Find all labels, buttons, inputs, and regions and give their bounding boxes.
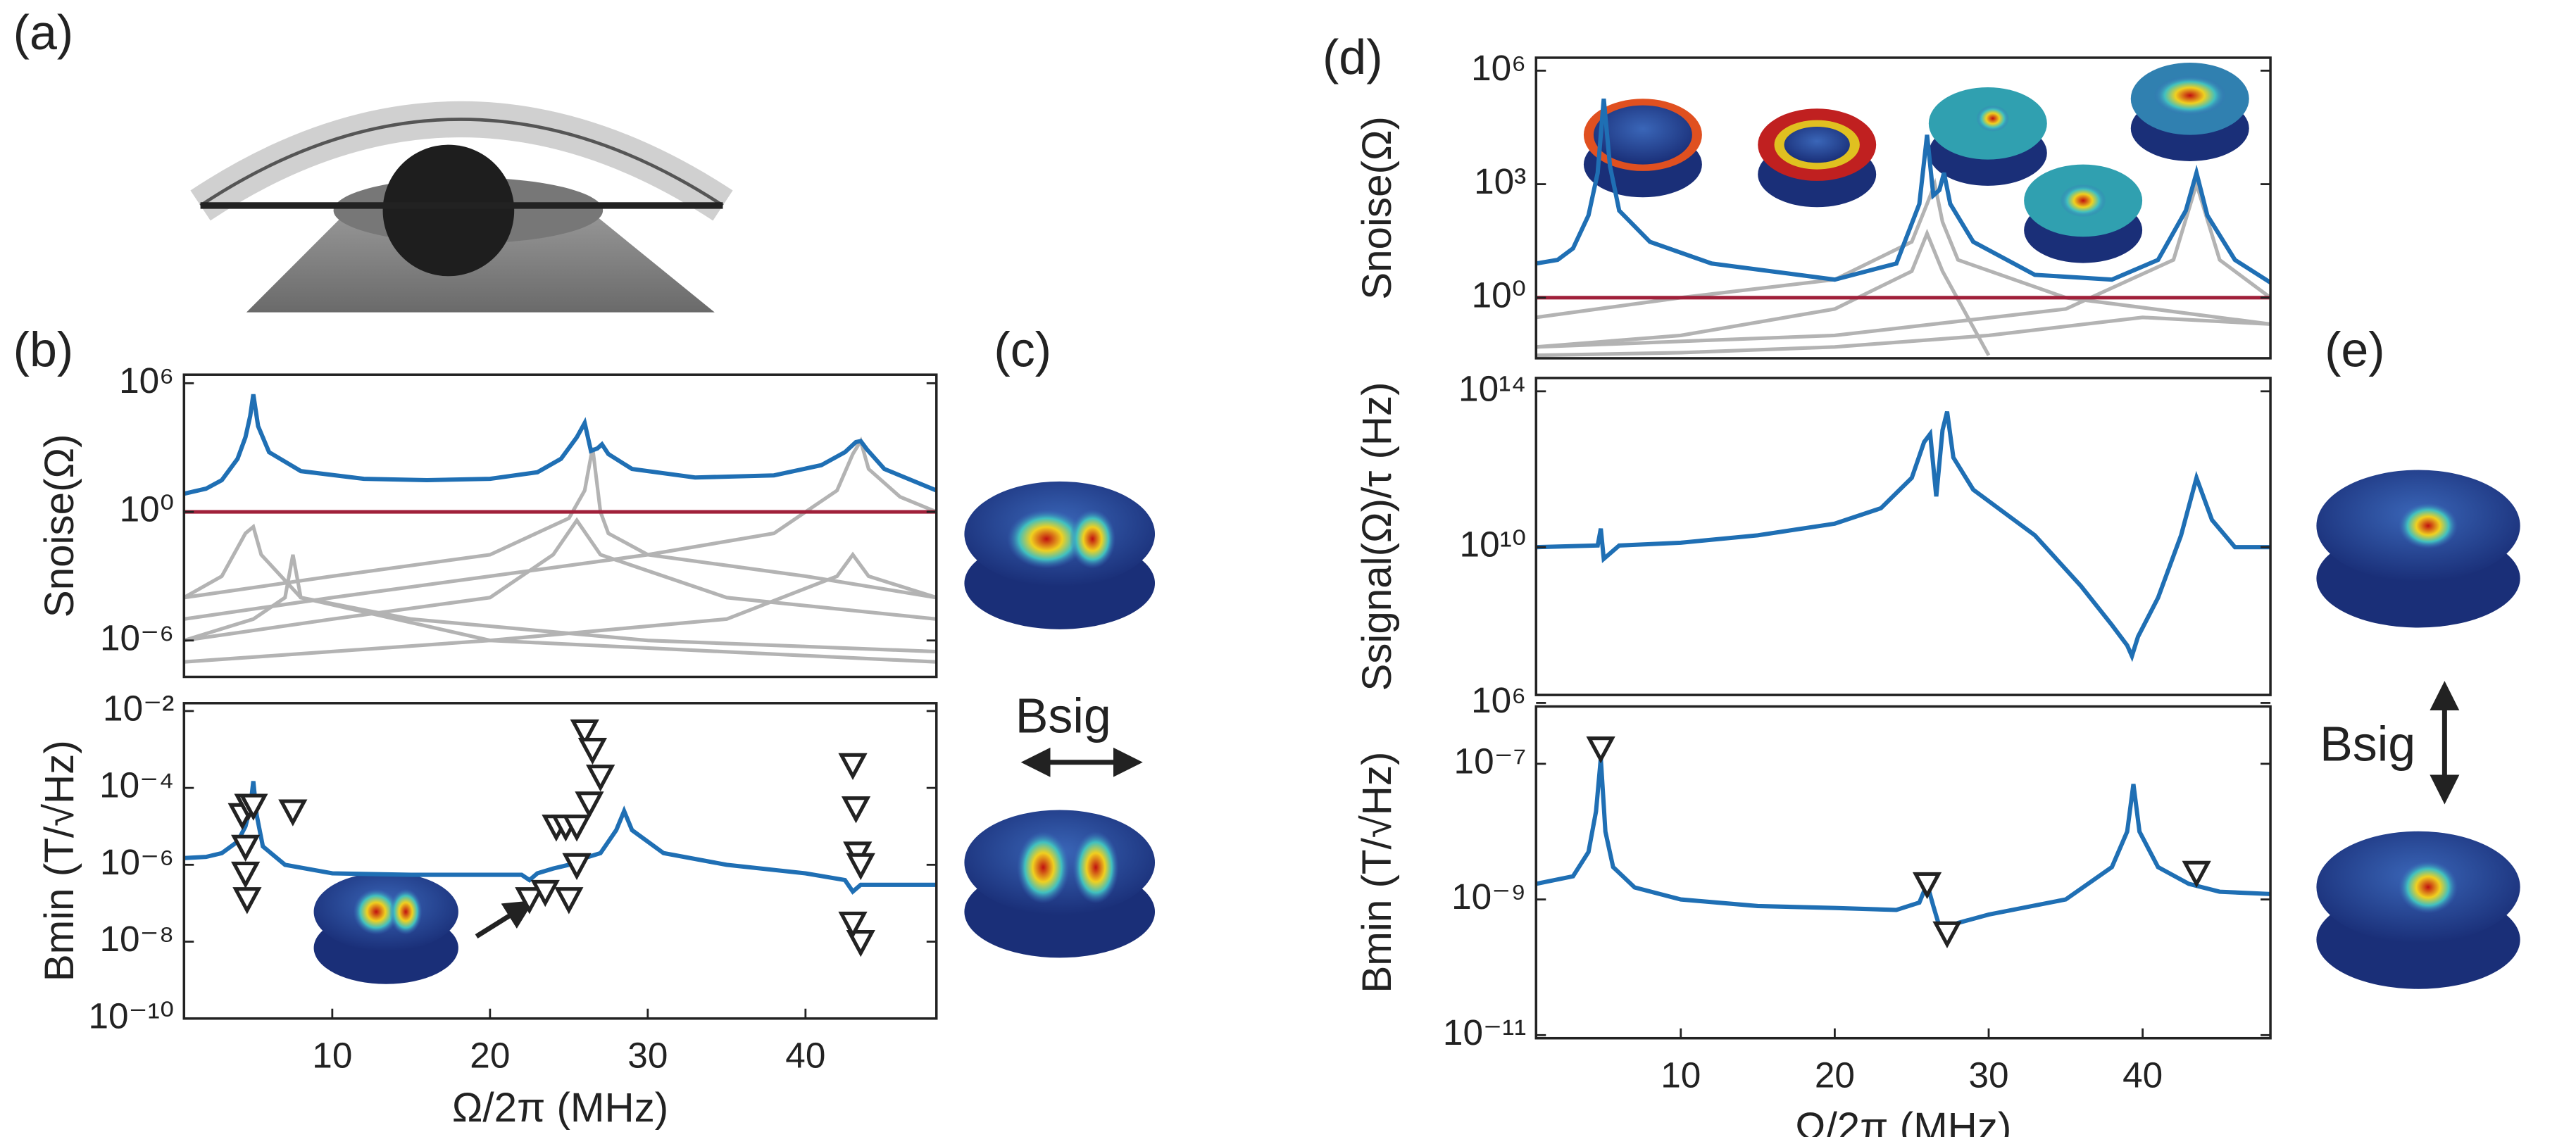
plot-frame bbox=[1534, 705, 2272, 1040]
data-line bbox=[184, 781, 937, 895]
y-tick-label: 10⁶ bbox=[119, 360, 174, 401]
data-line bbox=[184, 394, 937, 496]
triangle-marker bbox=[846, 853, 875, 881]
data-line bbox=[1536, 177, 2271, 326]
y-axis-label: Snoise(Ω) bbox=[1354, 116, 1400, 300]
y-axis-label: Bmin (T/√Hz) bbox=[1354, 752, 1400, 993]
triangle-marker bbox=[846, 929, 875, 957]
triangle-marker bbox=[239, 793, 268, 821]
plot-area bbox=[184, 781, 937, 895]
x-tick-label: 40 bbox=[785, 1035, 825, 1075]
triangle-marker bbox=[231, 834, 261, 862]
triangle-marker bbox=[1586, 736, 1615, 764]
triangle-marker bbox=[841, 796, 871, 824]
data-line bbox=[184, 436, 937, 621]
plot-area bbox=[1536, 758, 2271, 938]
y-tick-label: 10⁻⁷ bbox=[1454, 741, 1527, 781]
data-line bbox=[184, 447, 937, 600]
panel-label: (a) bbox=[13, 5, 74, 60]
y-tick-label: 10³ bbox=[1474, 161, 1526, 201]
triangle-marker bbox=[575, 791, 604, 819]
y-tick-label: 10⁻² bbox=[103, 689, 174, 729]
triangle-marker bbox=[278, 799, 308, 827]
y-tick-label: 10¹⁰ bbox=[1460, 524, 1527, 565]
y-tick-label: 10⁶ bbox=[1471, 680, 1526, 720]
data-line bbox=[184, 517, 937, 643]
triangle-marker bbox=[530, 879, 560, 907]
data-line bbox=[1536, 99, 2271, 284]
y-tick-label: 10⁻¹¹ bbox=[1443, 1012, 1526, 1053]
x-tick-label: 10 bbox=[1661, 1055, 1701, 1095]
x-tick-label: 30 bbox=[1968, 1055, 2008, 1095]
triangle-marker bbox=[586, 765, 615, 792]
y-tick-label: 10⁰ bbox=[120, 489, 175, 529]
data-line bbox=[1536, 228, 1991, 356]
triangle-marker bbox=[562, 815, 592, 842]
x-tick-label: 30 bbox=[627, 1035, 668, 1075]
y-tick-label: 10⁻¹⁰ bbox=[88, 995, 174, 1036]
data-line bbox=[184, 523, 937, 664]
x-tick-label: 10 bbox=[312, 1035, 352, 1075]
panel-label: (b) bbox=[13, 322, 74, 377]
annotation: Bsig bbox=[1015, 689, 1111, 743]
y-tick-label: 10⁶ bbox=[1471, 48, 1526, 88]
triangle-marker bbox=[1932, 921, 1962, 949]
triangle-marker bbox=[570, 719, 599, 747]
panel-label: (e) bbox=[2325, 322, 2385, 377]
triangle-marker bbox=[577, 737, 608, 765]
x-axis-label: Ω/2π (MHz) bbox=[452, 1085, 668, 1131]
triangle-marker bbox=[231, 861, 261, 889]
plot-area bbox=[1536, 410, 2271, 662]
y-tick-label: 10⁻⁸ bbox=[99, 919, 174, 959]
data-line bbox=[1536, 177, 2271, 349]
triangle-marker bbox=[838, 753, 868, 781]
triangle-marker bbox=[838, 911, 868, 939]
triangle-marker bbox=[562, 853, 592, 881]
data-line bbox=[184, 554, 937, 654]
x-tick-label: 20 bbox=[1815, 1055, 1855, 1095]
triangle-marker bbox=[232, 887, 262, 915]
data-line bbox=[1536, 410, 2271, 662]
y-tick-label: 10¹⁴ bbox=[1458, 368, 1526, 408]
x-tick-label: 40 bbox=[2122, 1055, 2163, 1095]
plot-frame bbox=[182, 702, 938, 1020]
triangle-marker bbox=[2182, 860, 2211, 888]
data-line bbox=[1536, 315, 2271, 358]
plot-frame bbox=[1534, 56, 2272, 360]
x-tick-label: 20 bbox=[470, 1035, 510, 1075]
annotation: Bsig bbox=[2320, 716, 2415, 771]
plot-frame bbox=[1534, 377, 2272, 696]
triangle-marker bbox=[515, 887, 544, 915]
y-tick-label: 10⁰ bbox=[1472, 275, 1527, 315]
device-illustration bbox=[190, 101, 733, 313]
data-line bbox=[1536, 758, 2271, 938]
triangle-marker bbox=[1912, 872, 1942, 900]
plot-frame bbox=[182, 373, 938, 679]
mode-renders bbox=[313, 62, 2520, 989]
y-tick-label: 10⁻⁴ bbox=[99, 765, 174, 805]
y-tick-label: 10⁻⁹ bbox=[1451, 877, 1526, 917]
triangle-marker bbox=[554, 887, 584, 915]
panel-label: (d) bbox=[1323, 30, 1383, 84]
plot-area bbox=[1536, 99, 2271, 358]
y-axis-label: Ssignal(Ω)/τ (Hz) bbox=[1354, 382, 1400, 691]
data-line bbox=[184, 551, 937, 664]
plot-area bbox=[184, 394, 937, 664]
y-axis-label: Bmin (T/√Hz) bbox=[37, 740, 82, 981]
y-tick-label: 10⁻⁶ bbox=[100, 842, 174, 882]
panel-label: (c) bbox=[994, 322, 1051, 377]
y-axis-label: Snoise(Ω) bbox=[37, 434, 82, 617]
x-axis-label: Ω/2π (MHz) bbox=[1795, 1105, 2011, 1137]
y-tick-label: 10⁻⁶ bbox=[100, 617, 174, 658]
